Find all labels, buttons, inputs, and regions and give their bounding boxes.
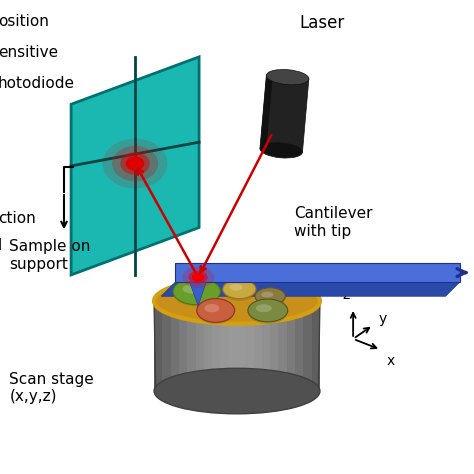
Polygon shape bbox=[195, 301, 204, 391]
Polygon shape bbox=[270, 301, 278, 391]
Text: Cantilever
with tip: Cantilever with tip bbox=[294, 206, 373, 238]
Polygon shape bbox=[278, 301, 287, 391]
Ellipse shape bbox=[103, 138, 167, 188]
Ellipse shape bbox=[256, 295, 284, 308]
Ellipse shape bbox=[204, 304, 219, 312]
Polygon shape bbox=[187, 301, 195, 391]
Ellipse shape bbox=[229, 284, 243, 291]
Ellipse shape bbox=[197, 299, 235, 322]
Polygon shape bbox=[175, 263, 460, 282]
Text: ensitive: ensitive bbox=[0, 45, 58, 60]
Text: l: l bbox=[0, 238, 2, 254]
Ellipse shape bbox=[250, 307, 286, 324]
Polygon shape bbox=[220, 301, 228, 391]
Ellipse shape bbox=[223, 280, 256, 299]
Text: y: y bbox=[379, 312, 387, 326]
Polygon shape bbox=[254, 301, 262, 391]
Ellipse shape bbox=[154, 368, 320, 414]
Ellipse shape bbox=[266, 70, 309, 85]
Polygon shape bbox=[154, 301, 162, 391]
Polygon shape bbox=[71, 57, 199, 275]
Polygon shape bbox=[262, 301, 270, 391]
Polygon shape bbox=[161, 282, 460, 296]
Polygon shape bbox=[162, 301, 171, 391]
Polygon shape bbox=[260, 75, 309, 152]
Text: Sample on
support: Sample on support bbox=[9, 239, 91, 272]
Polygon shape bbox=[228, 301, 237, 391]
Ellipse shape bbox=[182, 267, 214, 288]
Polygon shape bbox=[303, 301, 311, 391]
Polygon shape bbox=[237, 301, 246, 391]
Polygon shape bbox=[171, 301, 179, 391]
Polygon shape bbox=[204, 301, 212, 391]
Ellipse shape bbox=[255, 288, 285, 305]
Polygon shape bbox=[260, 75, 273, 149]
Ellipse shape bbox=[199, 306, 233, 324]
Text: z: z bbox=[342, 288, 350, 302]
Text: x: x bbox=[386, 354, 394, 368]
Ellipse shape bbox=[182, 284, 201, 293]
Text: Scan stage
(x,y,z): Scan stage (x,y,z) bbox=[9, 372, 94, 404]
Ellipse shape bbox=[112, 146, 158, 181]
Ellipse shape bbox=[173, 278, 220, 305]
Ellipse shape bbox=[248, 299, 288, 322]
Polygon shape bbox=[287, 301, 295, 391]
Polygon shape bbox=[311, 301, 320, 391]
Polygon shape bbox=[246, 301, 254, 391]
Polygon shape bbox=[179, 301, 187, 391]
Ellipse shape bbox=[260, 143, 302, 158]
Ellipse shape bbox=[256, 304, 272, 312]
Text: ction: ction bbox=[0, 211, 36, 226]
Ellipse shape bbox=[175, 286, 218, 306]
Ellipse shape bbox=[191, 273, 205, 282]
Ellipse shape bbox=[224, 287, 255, 301]
Text: hotodiode: hotodiode bbox=[0, 76, 74, 91]
Text: osition: osition bbox=[0, 14, 48, 29]
Polygon shape bbox=[212, 301, 220, 391]
Ellipse shape bbox=[126, 156, 144, 171]
Ellipse shape bbox=[261, 292, 273, 298]
Ellipse shape bbox=[189, 271, 208, 284]
Ellipse shape bbox=[154, 278, 320, 324]
Ellipse shape bbox=[120, 152, 150, 175]
Polygon shape bbox=[295, 301, 303, 391]
Text: Laser: Laser bbox=[300, 14, 345, 32]
Polygon shape bbox=[190, 282, 206, 306]
